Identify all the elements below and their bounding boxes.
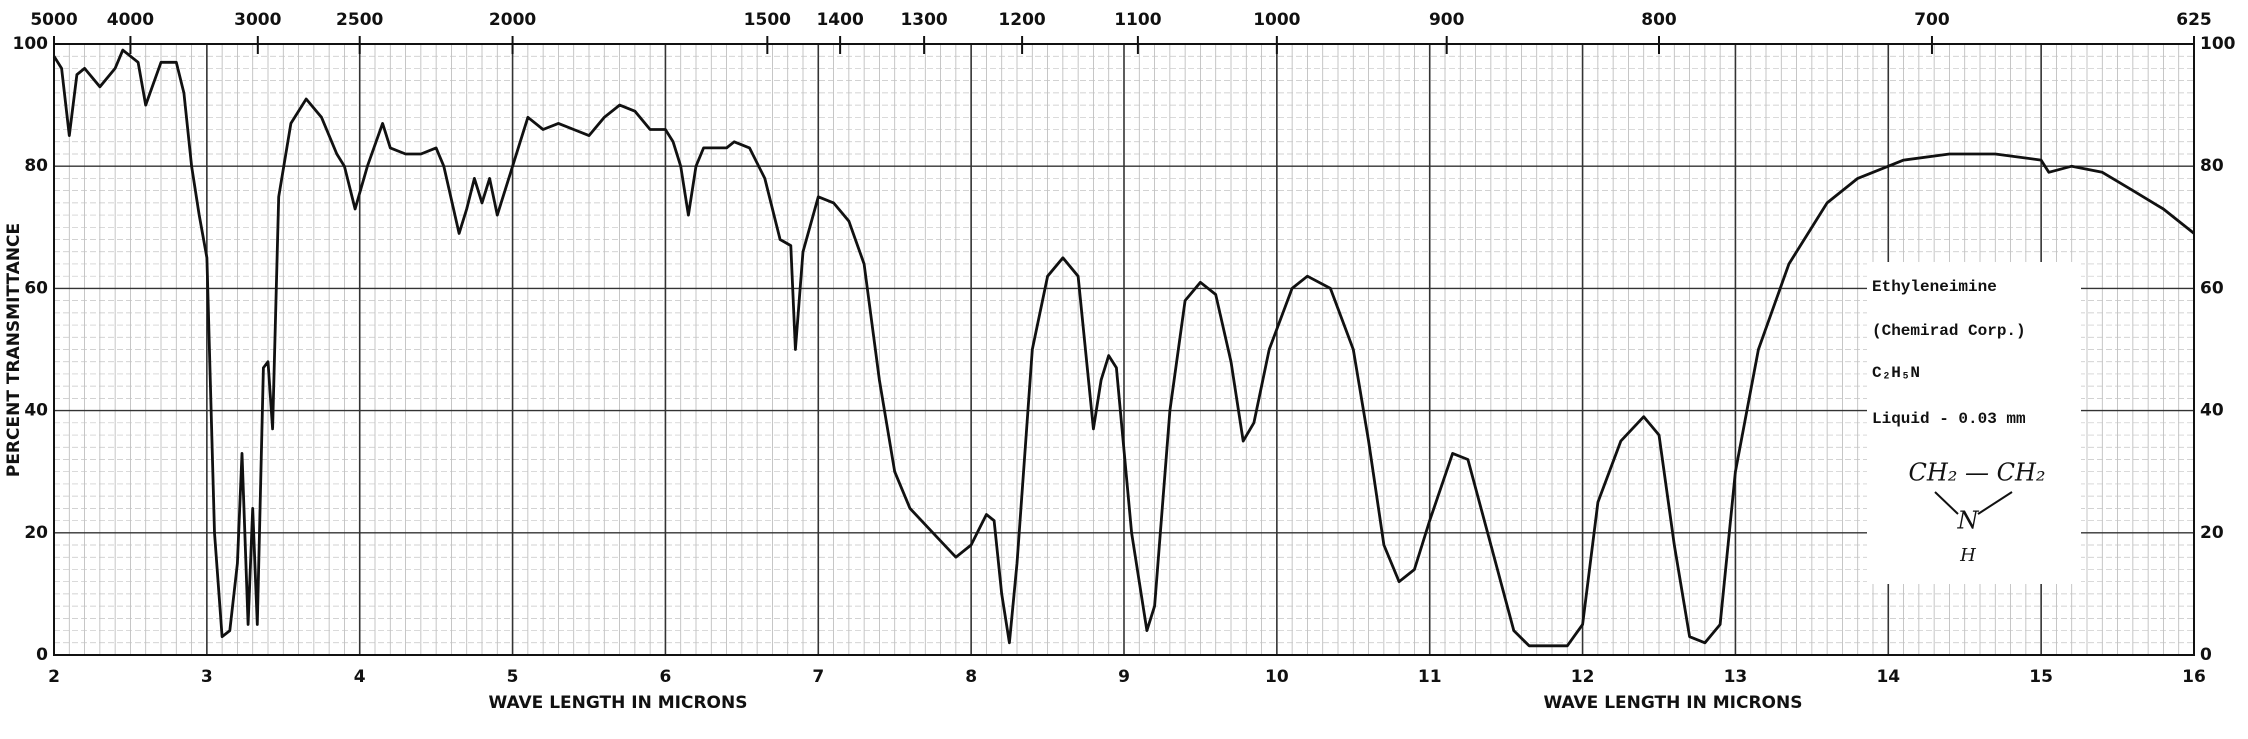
x2-tick-label: 625: [2176, 10, 2212, 30]
y-tick-label: 20: [2200, 523, 2224, 543]
x-axis-title: WAVE LENGTH IN MICRONS: [1544, 693, 1803, 713]
spectrum-line: [52, 48, 2195, 648]
y-tick-label: 80: [2200, 156, 2224, 176]
x-tick-label: 2: [48, 667, 60, 687]
x-tick-label: 5: [507, 667, 519, 687]
plot-frame: [53, 43, 2195, 656]
x-tick-label: 7: [812, 667, 824, 687]
x-tick-label: 10: [1265, 667, 1289, 687]
y-tick-label: 80: [24, 156, 48, 176]
x-tick-label: 12: [1571, 667, 1595, 687]
y-tick-label: 100: [2200, 34, 2236, 54]
x-axis-title: WAVE LENGTH IN MICRONS: [489, 693, 748, 713]
structure-label: N: [1957, 507, 1980, 535]
x2-tick-label: 1200: [998, 10, 1045, 30]
y-tick-label: 20: [24, 523, 48, 543]
x2-tick-label: 1300: [900, 10, 947, 30]
annotation: Ethyleneimine: [1872, 278, 1997, 296]
x2-tick-label: 900: [1429, 10, 1465, 30]
x-tick-label: 4: [354, 667, 366, 687]
x-tick-label: 14: [1876, 667, 1900, 687]
y-tick-label: 60: [2200, 278, 2224, 298]
x2-tick-label: 3000: [234, 10, 281, 30]
x-tick-label: 16: [2182, 667, 2206, 687]
annotation: C₂H₅N: [1872, 364, 1920, 382]
x2-tick-label: 1400: [816, 10, 863, 30]
x2-tick-label: 2000: [489, 10, 536, 30]
x-tick-label: 13: [1724, 667, 1748, 687]
x-tick-label: 9: [1118, 667, 1130, 687]
x2-tick-label: 1100: [1114, 10, 1161, 30]
y-tick-label: 60: [24, 278, 48, 298]
x2-tick-label: 1000: [1253, 10, 1300, 30]
annotation-box: [1867, 262, 2081, 584]
bond: [1977, 491, 2013, 515]
y-tick-label: 0: [2200, 645, 2212, 665]
y-tick-label: 40: [24, 401, 48, 421]
bond: [1934, 491, 1959, 515]
structure-label: H: [1959, 545, 1976, 566]
x-tick-label: 8: [965, 667, 977, 687]
x2-tick-label: 5000: [30, 10, 77, 30]
x2-tick-label: 2500: [336, 10, 383, 30]
plot: [52, 48, 2195, 648]
structure-label: CH₂ — CH₂: [1908, 459, 2045, 487]
y-tick-label: 100: [13, 34, 49, 54]
y-tick-label: 0: [36, 645, 48, 665]
x2-tick-label: 1500: [744, 10, 791, 30]
x2-tick-label: 700: [1914, 10, 1950, 30]
x-tick-label: 11: [1418, 667, 1442, 687]
x2-tick-label: 4000: [107, 10, 154, 30]
x-tick-label: 6: [660, 667, 672, 687]
x-tick-label: 3: [201, 667, 213, 687]
annotation: (Chemirad Corp.): [1872, 322, 2026, 340]
annotation: Liquid - 0.03 mm: [1872, 410, 2026, 428]
x-tick-label: 15: [2029, 667, 2053, 687]
x2-tick-label: 800: [1641, 10, 1677, 30]
y-tick-label: 40: [2200, 401, 2224, 421]
y-axis-title: PERCENT TRANSMITTANCE: [4, 223, 24, 477]
